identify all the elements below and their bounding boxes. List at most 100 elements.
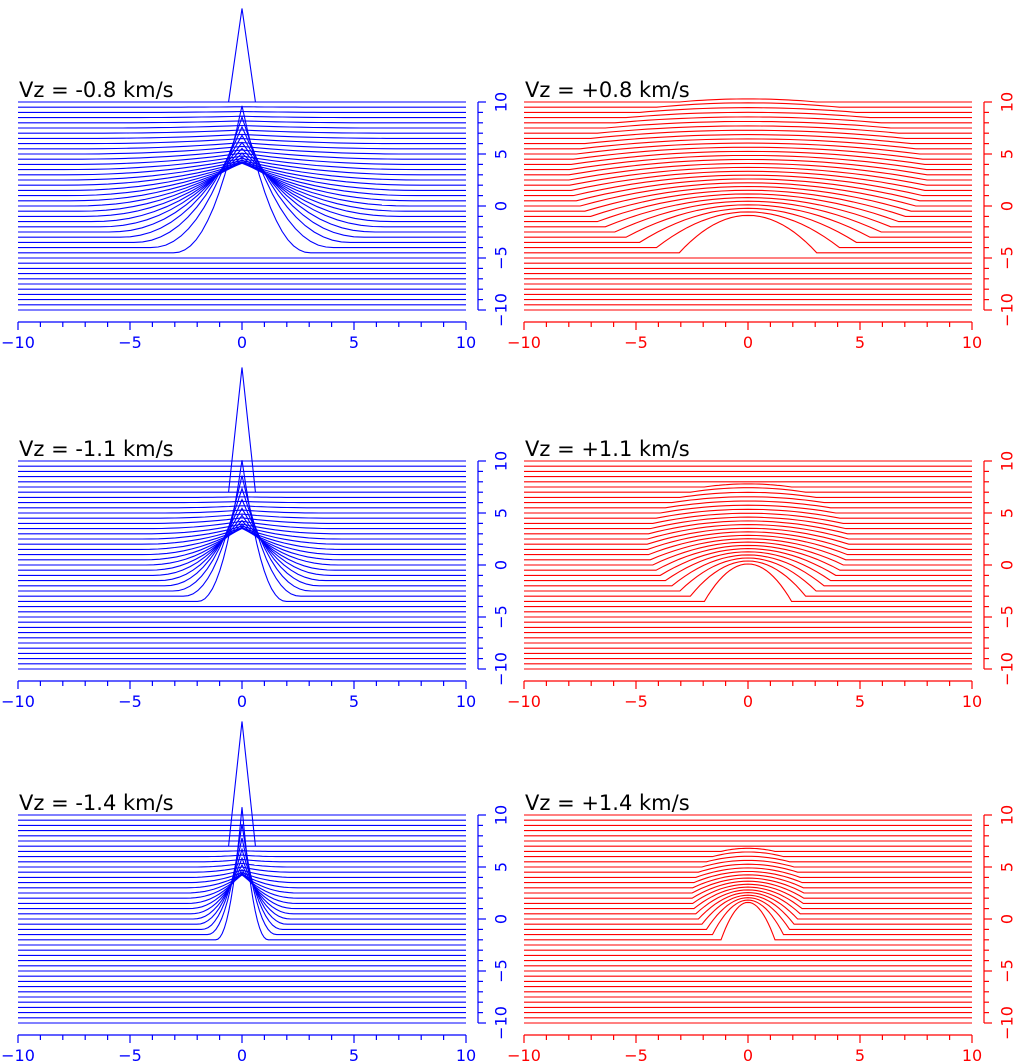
x-tick-label: 10 [962, 1046, 982, 1063]
x-tick-label: 0 [743, 1046, 753, 1063]
series-line [524, 500, 972, 509]
series-line [524, 867, 972, 878]
series-line [524, 877, 972, 894]
series-line [524, 189, 972, 217]
panel-label: Vz = +1.1 km/s [525, 437, 690, 461]
series-line [18, 807, 466, 941]
series-line [18, 161, 466, 207]
series-line [524, 524, 972, 540]
y-tick-label: −5 [998, 246, 1013, 270]
series-line [524, 483, 972, 488]
series-line [18, 152, 466, 165]
series-line [18, 159, 466, 181]
series-line [18, 157, 466, 176]
series-line [524, 162, 972, 181]
y-tick-label: 5 [998, 149, 1013, 159]
series-line [18, 125, 466, 243]
series-line [18, 526, 466, 561]
series-line [18, 115, 466, 119]
series-line [524, 897, 972, 930]
series-line [18, 874, 466, 894]
series-line [524, 150, 972, 165]
series-line [18, 866, 466, 873]
series-line [18, 854, 466, 858]
series-line [524, 116, 972, 124]
series-line [18, 519, 466, 571]
series-line [18, 133, 466, 139]
series-line [18, 863, 466, 915]
series-line [524, 102, 972, 108]
peak-spike [228, 367, 256, 493]
series-line [18, 156, 466, 217]
series-line [18, 507, 466, 582]
x-tick-label: 0 [743, 692, 753, 711]
series-line [524, 554, 972, 587]
series-line [524, 557, 972, 592]
panel-vz-plus-0-8: −10 −5 0 5 10 −10 −5 0 5 10 Vz = +0.8 km/s [507, 78, 1013, 352]
y-tick-label: 0 [998, 201, 1013, 211]
series-line [18, 517, 466, 524]
series-line [524, 863, 972, 873]
x-tick-label: −5 [118, 692, 142, 711]
series-line [524, 901, 972, 941]
series-line [524, 134, 972, 145]
series-line [524, 154, 972, 171]
series-line [18, 496, 466, 498]
series-line [18, 475, 466, 597]
y-tick-label: 10 [998, 451, 1013, 471]
series-line [524, 889, 972, 915]
series-line [18, 856, 466, 920]
y-tick-label: 5 [492, 508, 511, 518]
series-line [18, 525, 466, 540]
y-tick-label: 0 [998, 560, 1013, 570]
series-line [524, 880, 972, 899]
y-tick-label: −5 [492, 605, 511, 629]
series-line [18, 115, 466, 249]
series-line [18, 500, 466, 504]
y-tick-label: 0 [492, 201, 511, 211]
series-line [18, 505, 466, 509]
x-tick-label: −10 [1, 1046, 35, 1063]
series-line [524, 504, 972, 514]
series-line [524, 487, 972, 493]
series-line [524, 538, 972, 561]
series-line [18, 837, 466, 930]
y-tick-label: 5 [998, 508, 1013, 518]
peak-spike [228, 721, 256, 847]
series-line [18, 862, 466, 868]
series-line [18, 145, 466, 155]
series-line [18, 513, 466, 519]
panel-label: Vz = -0.8 km/s [19, 78, 174, 102]
series-line [524, 563, 972, 602]
y-tick-label: −5 [998, 959, 1013, 983]
x-tick-label: −5 [118, 1046, 142, 1063]
series-line [524, 182, 972, 207]
y-tick-label: −10 [998, 1006, 1013, 1040]
series-line [18, 850, 466, 852]
series-line [524, 548, 972, 576]
y-tick-label: −5 [492, 246, 511, 270]
series-line [524, 200, 972, 233]
series-line [18, 129, 466, 134]
series-line [18, 138, 466, 145]
series-line [18, 147, 466, 228]
series-line [524, 894, 972, 925]
y-tick-label: −10 [998, 293, 1013, 327]
series-line [18, 873, 466, 889]
series-line [524, 551, 972, 582]
series-line [18, 869, 466, 878]
series-line [524, 512, 972, 524]
series-line [18, 142, 466, 150]
series-line [524, 214, 972, 254]
series-line [524, 508, 972, 519]
x-tick-label: 10 [962, 333, 982, 352]
series-line [18, 155, 466, 171]
x-tick-label: 0 [743, 333, 753, 352]
series-line [524, 193, 972, 223]
series-line [524, 544, 972, 571]
series-line [524, 211, 972, 249]
x-tick-label: 5 [855, 333, 865, 352]
series-line [524, 170, 972, 191]
y-tick-label: −5 [492, 959, 511, 983]
x-tick-label: −10 [1, 692, 35, 711]
